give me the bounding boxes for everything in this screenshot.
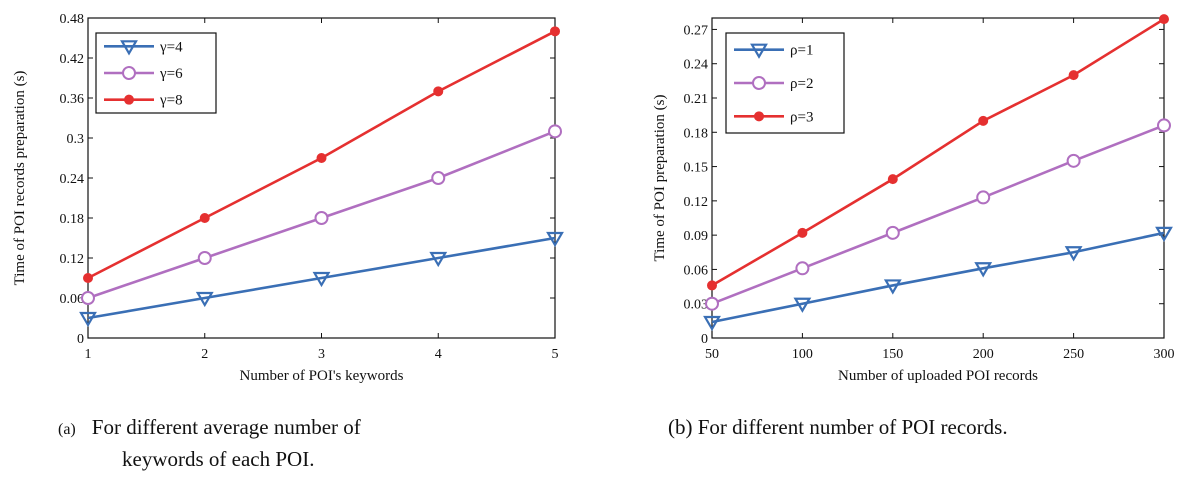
plot-b-data-point — [703, 315, 721, 332]
plot-a-legend-marker — [122, 66, 136, 80]
caption-b-text: (b) For different number of POI records. — [668, 415, 1008, 439]
plot-b-series-line — [711, 231, 1165, 324]
plot-b-xtick-label: 250 — [1063, 347, 1084, 362]
plot-b-ytick-label: 0.09 — [684, 229, 709, 244]
plot-b-legend-label: ρ=2 — [790, 76, 813, 92]
plot-b-y-axis-label: Time of POI preparation (s) — [652, 95, 668, 262]
plot-b-data-point — [974, 262, 993, 278]
plot-a-xtick-label: 2 — [201, 347, 208, 362]
plot-a-data-point — [312, 271, 331, 288]
plot-a-ytick-label: 0.12 — [60, 252, 85, 267]
plot-b-data-point — [978, 115, 989, 126]
plot-a-data-point — [197, 251, 212, 265]
plot-b-data-point — [885, 225, 900, 240]
plot-b-data-point — [1155, 226, 1173, 243]
plot-b-legend-marker — [752, 76, 766, 90]
plot-a-data-point — [316, 153, 327, 163]
plot-b-ytick-label: 0.24 — [684, 58, 709, 73]
plot-b-ytick-label: 0.06 — [684, 263, 709, 278]
plot-a-series-line — [87, 236, 556, 320]
caption-a-line2: keywords of each POI. — [122, 446, 315, 471]
plot-b-legend-marker — [754, 111, 764, 122]
plot-b-xtick-label: 300 — [1154, 347, 1175, 362]
plot-b-xtick-label: 150 — [882, 347, 903, 362]
plot-b-ytick-label: 0.12 — [684, 195, 709, 210]
plot-a-legend-label: γ=8 — [159, 93, 183, 109]
plot-b-data-point — [887, 174, 898, 185]
plot-a-legend-marker — [124, 94, 134, 105]
plot-b-ytick-label: 0 — [701, 332, 708, 347]
plot-a-ytick-label: 0.06 — [60, 292, 85, 307]
plot-a-xtick-label: 1 — [85, 347, 92, 362]
plot-b-data-point — [1066, 153, 1081, 168]
plot-b-ytick-label: 0.27 — [684, 23, 709, 38]
plot-a-data-point — [199, 213, 210, 223]
plot-b-group: 0 0.03 0.06 0.09 0.12 0.15 0.18 0.21 0.24 0.27 50 1… — [652, 14, 1175, 384]
plot-a-ytick-label: 0.3 — [67, 132, 85, 147]
plot-a-ytick-label: 0.42 — [60, 52, 85, 67]
plot-b-data-point — [795, 261, 810, 276]
plot-a-ytick-label: 0.48 — [60, 12, 85, 27]
plot-a-group: 0 0.06 0.12 0.18 0.24 0.3 0.36 0.42 0.48 1 2 3 4 5 Num… — [12, 12, 564, 384]
plot-a-data-point — [83, 273, 93, 283]
plot-a-data-point — [548, 124, 562, 139]
plot-b-data-point — [1064, 246, 1083, 262]
plot-a-legend-marker — [120, 40, 138, 56]
plot-a-xtick-label: 4 — [435, 347, 442, 362]
plot-a-x-axis-label: Number of POI's keywords — [240, 368, 404, 384]
plot-b-ytick-label: 0.15 — [684, 161, 709, 176]
plot-a-ytick-label: 0 — [77, 332, 84, 347]
caption-b: (b) For different number of POI records. — [668, 412, 1008, 444]
plot-b-data-point — [797, 227, 808, 238]
plot-b-xtick-label: 100 — [792, 347, 813, 362]
plot-a-ytick-label: 0.24 — [60, 172, 85, 187]
caption-a-line1: For different average number of — [91, 415, 361, 439]
plot-a-data-point — [431, 171, 446, 185]
plot-b-xtick-label: 50 — [705, 347, 719, 362]
figure-plots: 0 0.06 0.12 0.18 0.24 0.3 0.36 0.42 0.48 1 2 3 4 5 Num… — [12, 12, 1175, 384]
plot-a-legend-label: γ=4 — [159, 39, 183, 55]
plot-b-ytick-label: 0.03 — [684, 298, 709, 313]
plot-b-data-point — [1159, 14, 1169, 25]
plot-b-data-point — [976, 190, 991, 205]
plot-b-series-line — [711, 18, 1165, 287]
plot-b-ytick-label: 0.18 — [684, 126, 709, 141]
plot-b-legend-label: ρ=1 — [790, 43, 813, 59]
caption-a: (a) For different average number of keywo… — [58, 412, 361, 475]
plot-b-data-point — [883, 279, 902, 295]
plot-b-x-axis-label: Number of uploaded POI records — [838, 368, 1038, 384]
plot-a-xtick-label: 5 — [552, 347, 559, 362]
plot-b-data-point — [707, 280, 717, 291]
plot-a-data-point — [429, 251, 448, 268]
plot-a-data-point — [314, 211, 329, 225]
plot-b-data-point — [705, 296, 719, 311]
plot-b-series-line — [711, 124, 1165, 305]
caption-a-tag: (a) — [58, 421, 76, 438]
plot-b-xtick-label: 200 — [973, 347, 994, 362]
plot-b-data-point — [1068, 70, 1079, 81]
plot-b-legend-label: ρ=3 — [790, 109, 813, 125]
plot-a-xtick-label: 3 — [318, 347, 325, 362]
plot-b-frame — [711, 17, 1165, 339]
plot-a-y-axis-label: Time of POI records preparation (s) — [12, 71, 28, 286]
plot-b-ytick-label: 0.21 — [684, 92, 709, 107]
plot-a-data-point — [550, 26, 560, 37]
plot-b-data-point — [793, 297, 812, 313]
plot-a-data-point — [195, 291, 214, 308]
plot-a-data-point — [546, 231, 564, 248]
plot-b-legend-marker — [750, 43, 768, 59]
plot-a-ytick-label: 0.36 — [60, 92, 85, 107]
plot-a-ytick-label: 0.18 — [60, 212, 85, 227]
plot-a-legend-label: γ=6 — [159, 66, 183, 82]
plot-a-data-point — [433, 86, 444, 97]
plot-a-data-point — [81, 291, 95, 305]
plot-b-data-point — [1157, 118, 1171, 133]
plot-a-data-point — [79, 311, 97, 328]
